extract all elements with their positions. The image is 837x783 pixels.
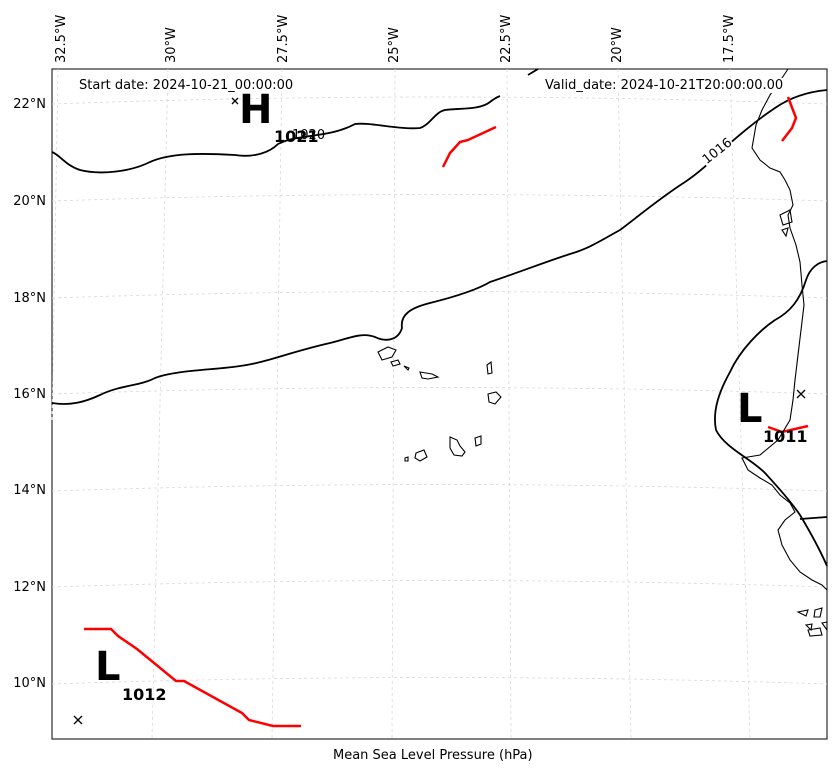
lon-tick-label: 17.5°W — [722, 14, 737, 63]
island-santiago — [449, 436, 466, 457]
island-santa-luzia — [403, 365, 410, 371]
lat-tick-label: 20°N — [13, 194, 46, 209]
bijagos-4 — [807, 627, 823, 637]
bijagos-1 — [796, 609, 809, 617]
lon-tick-label: 25°W — [387, 27, 402, 63]
lat-tick-label: 12°N — [13, 580, 46, 595]
isobar-low-east — [714, 260, 828, 567]
isobar-east-stub — [799, 516, 828, 520]
lat-tick-label: 16°N — [13, 387, 46, 402]
front-southwest — [84, 627, 301, 728]
lon-tick-label: 22.5°W — [499, 14, 514, 63]
graticule — [51, 68, 828, 740]
isobar-1020 — [51, 95, 501, 174]
bijagos-2 — [813, 607, 823, 618]
lat-tick-label: 10°N — [13, 676, 46, 691]
low-east-marker — [796, 389, 806, 399]
cape-verde-islands — [377, 346, 502, 462]
low-center-letter-east: L — [737, 386, 763, 432]
island-maio — [474, 435, 482, 447]
map-frame — [51, 68, 828, 740]
low-southwest-marker — [73, 715, 83, 725]
island-boa-vista — [487, 391, 502, 405]
valid-date-label: Valid_date: 2024-10-21T20:00:00.00 — [545, 78, 784, 93]
africa-coast — [741, 68, 828, 591]
front-northeast — [781, 96, 798, 142]
fronts — [84, 96, 809, 728]
canary-island-2 — [781, 227, 789, 238]
low-center-value-southwest: 1012 — [122, 685, 167, 704]
high-marker — [231, 97, 239, 105]
bijagos-3 — [804, 623, 813, 632]
island-fogo — [414, 449, 428, 462]
coastline — [741, 68, 828, 637]
front-east-low — [767, 424, 809, 434]
center-markers — [73, 97, 806, 725]
canary-island — [779, 209, 793, 226]
island-sal — [486, 360, 493, 375]
high-center-value: 1021 — [274, 127, 319, 146]
lon-tick-label: 30°W — [164, 27, 179, 63]
bijagos-5 — [821, 621, 828, 632]
low-center-value-east: 1011 — [763, 427, 808, 446]
island-brava — [404, 456, 409, 462]
isobar-1020-segment — [527, 68, 539, 76]
island-sao-nicolau — [419, 371, 440, 380]
start-date-label: Start date: 2024-10-21_00:00:00 — [79, 78, 294, 93]
low-center-letter-southwest: L — [95, 644, 121, 690]
lat-tick-label: 22°N — [13, 97, 46, 112]
high-center-letter: H — [239, 87, 273, 133]
isobar-label-1020: 1020 — [292, 128, 326, 143]
island-santo-antao — [377, 346, 397, 361]
map-caption: Mean Sea Level Pressure (hPa) — [333, 748, 533, 763]
lat-tick-label: 14°N — [13, 483, 46, 498]
lon-tick-label: 32.5°W — [54, 14, 69, 63]
lon-tick-label: 27.5°W — [276, 14, 291, 63]
front-central — [441, 125, 497, 168]
lon-tick-label: 20°W — [610, 27, 625, 63]
lat-tick-label: 18°N — [13, 291, 46, 306]
island-sao-vicente — [390, 359, 401, 367]
